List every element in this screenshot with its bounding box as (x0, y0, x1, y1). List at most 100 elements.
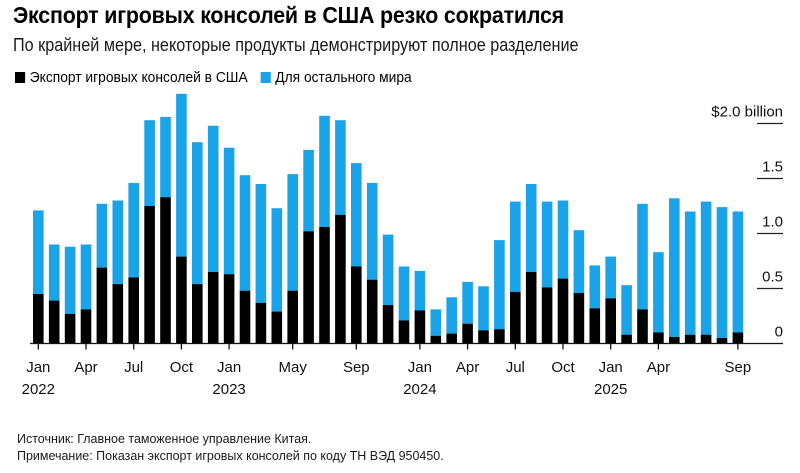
bar-us (33, 294, 44, 344)
x-tick-label: Sep (343, 359, 370, 376)
bar-us (366, 279, 378, 344)
bar-rest-of-world (287, 174, 298, 291)
x-tick-year: 2023 (212, 381, 245, 398)
bar-rest-of-world (573, 230, 585, 293)
bar-group (589, 265, 601, 344)
x-tick-label: Jan (408, 359, 432, 376)
y-tick-label: 1.5 (762, 159, 783, 176)
bar-rest-of-world (48, 244, 60, 301)
legend-label-rest-of-world: Для остального мира (275, 69, 412, 86)
bar-us (716, 338, 728, 344)
bar-group (621, 285, 632, 344)
bar-group (494, 240, 505, 344)
bar-group (319, 115, 330, 344)
bar-rest-of-world (525, 184, 537, 272)
x-tick-label: Apr (647, 359, 670, 376)
bar-us (160, 197, 171, 344)
y-axis-labels: 0 0.5 1.0 1.5 $2.0 billion (711, 104, 783, 341)
bar-group (255, 184, 267, 344)
bar-us (64, 313, 76, 344)
bar-rest-of-world (351, 163, 362, 267)
bar-us (96, 267, 108, 344)
bar-us (525, 272, 537, 344)
bar-group (525, 184, 537, 344)
bar-group (398, 266, 410, 344)
bar-rest-of-world (637, 203, 648, 310)
bar-group (223, 147, 235, 344)
bar-us (621, 334, 632, 344)
bar-us (637, 309, 648, 344)
bar-group (605, 256, 616, 344)
bar-rest-of-world (446, 297, 457, 334)
bar-us (478, 330, 489, 344)
source-note: Источник: Главное таможенное управление … (17, 431, 312, 446)
legend-item-rest-of-world: Для остального мира (260, 69, 412, 86)
bar-group (414, 270, 426, 344)
bar-us (112, 284, 124, 344)
bar-us (398, 320, 410, 344)
bar-group (160, 116, 171, 344)
bar-rest-of-world (80, 244, 92, 310)
bar-us (271, 311, 283, 344)
bar-rest-of-world (462, 281, 473, 324)
bar-group (716, 207, 728, 344)
bar-group (510, 201, 521, 344)
y-tick-label: $2.0 billion (711, 104, 783, 121)
bar-us (239, 290, 251, 344)
bar-us (589, 308, 601, 344)
bar-rest-of-world (398, 266, 410, 321)
bar-group (112, 200, 124, 344)
bar-rest-of-world (494, 240, 505, 330)
bar-rest-of-world (239, 175, 251, 291)
bar-us (653, 332, 664, 344)
bar-us (462, 323, 473, 344)
legend-label-us: Экспорт игровых консолей в США (29, 69, 248, 86)
bar-group (64, 246, 76, 344)
chart-subtitle: По крайней мере, некоторые продукты демо… (13, 35, 579, 55)
bar-group (637, 203, 648, 344)
bar-us (430, 335, 442, 344)
bar-rest-of-world (303, 149, 314, 232)
x-tick-label: Jul (506, 359, 525, 376)
bar-rest-of-world (255, 184, 267, 303)
bar-group (128, 182, 139, 344)
bar-group (732, 211, 744, 344)
bar-rest-of-world (541, 201, 553, 288)
bar-group (462, 281, 473, 344)
bar-rest-of-world (382, 234, 394, 305)
bar-group (287, 174, 298, 344)
bar-group (430, 309, 442, 344)
bar-us (700, 334, 712, 344)
legend-swatch-rest-of-world (260, 72, 271, 83)
bar-us (223, 274, 235, 344)
bar-rest-of-world (128, 182, 139, 278)
y-tick-label: 0 (775, 324, 783, 341)
bar-us (335, 214, 346, 344)
bar-us (128, 277, 139, 344)
bar-us (351, 266, 362, 344)
bar-group (239, 175, 251, 344)
bar-rest-of-world (64, 246, 76, 314)
bar-group (176, 93, 187, 344)
bar-group (351, 163, 362, 344)
bar-rest-of-world (319, 115, 330, 227)
bar-rest-of-world (478, 286, 489, 331)
bar-us (684, 334, 696, 344)
bar-rest-of-world (223, 147, 235, 275)
bar-group (573, 230, 585, 344)
bar-us (207, 272, 219, 344)
bar-rest-of-world (207, 125, 219, 272)
x-tick-label: Oct (170, 359, 194, 376)
bar-rest-of-world (716, 207, 728, 338)
bar-group (303, 149, 314, 344)
chart-legend: Экспорт игровых консолей в США Для остал… (15, 69, 425, 86)
bar-group (335, 120, 346, 344)
x-tick-label: Jan (217, 359, 241, 376)
bar-us (446, 333, 457, 344)
bar-us (494, 329, 505, 344)
footnote: Примечание: Показан экспорт игровых конс… (17, 448, 444, 463)
bar-rest-of-world (621, 285, 632, 335)
bar-rest-of-world (366, 182, 378, 280)
bar-us (144, 206, 155, 344)
bar-group (382, 234, 394, 344)
